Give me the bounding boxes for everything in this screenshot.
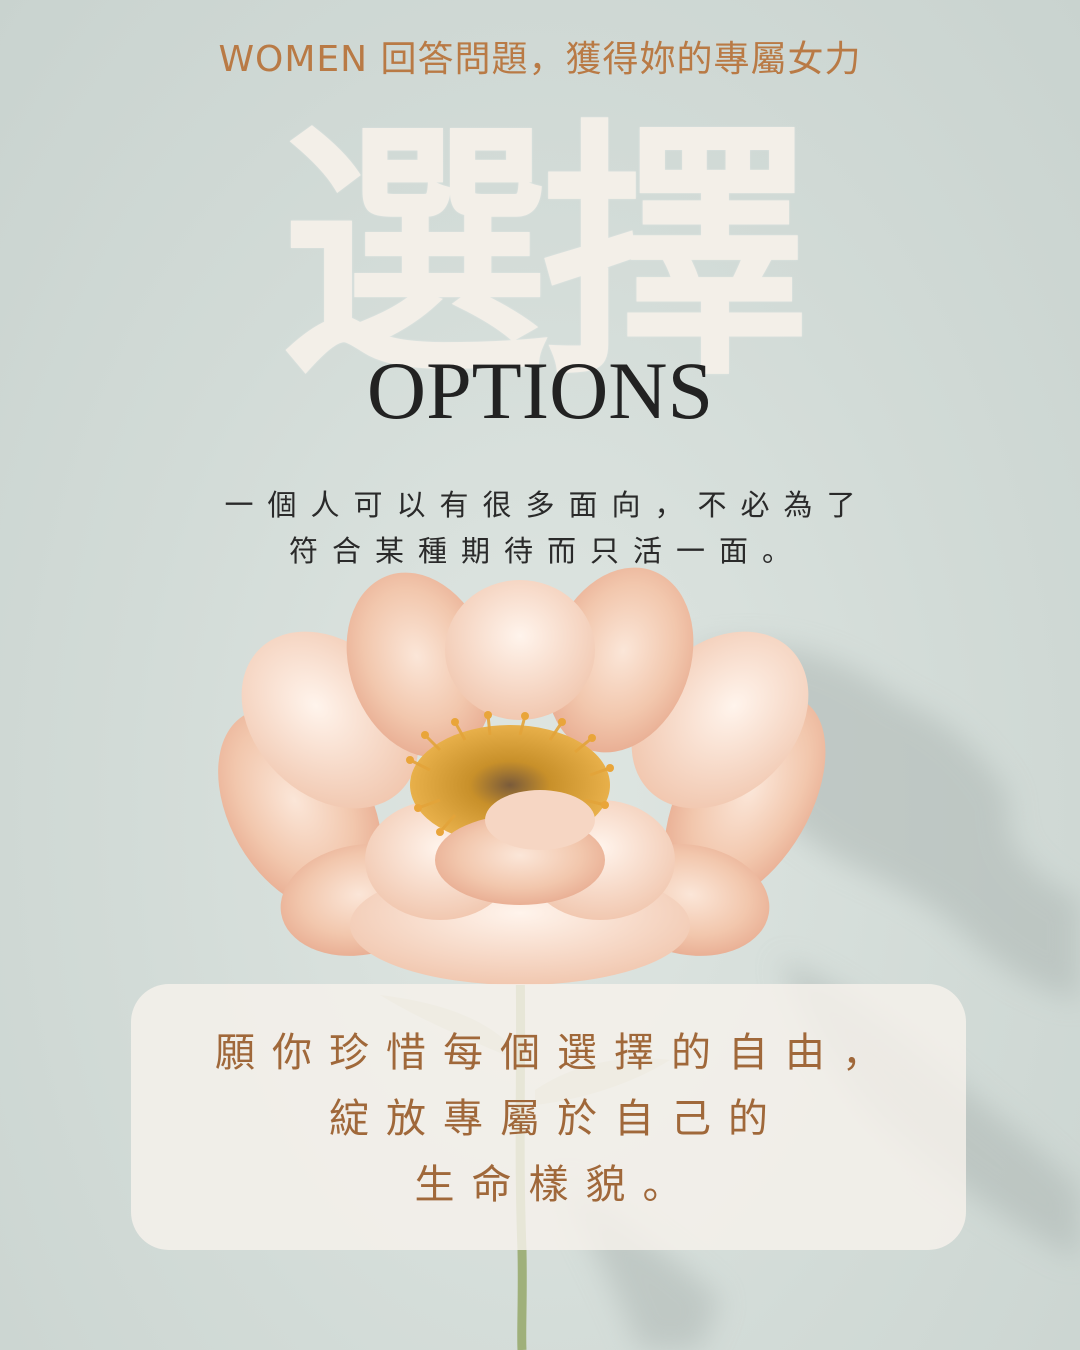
tagline: WOMEN 回答問題，獲得妳的專屬女力: [218, 39, 862, 80]
quote-line-1: 願你珍惜每個選擇的自由，: [215, 1030, 899, 1076]
quote-text: 願你珍惜每個選擇的自由， 綻放專屬於自己的 生命樣貌。: [131, 1020, 966, 1218]
subtitle: 一個人可以有很多面向，不必為了 符合某種期待而只活一面。: [0, 482, 1080, 574]
quote-line-3: 生命樣貌。: [414, 1162, 700, 1208]
title-chinese: 選擇: [280, 94, 810, 412]
quote-card: [131, 984, 966, 1250]
title-english: OPTIONS: [366, 345, 714, 436]
subtitle-line-2: 符合某種期待而只活一面。: [288, 534, 805, 568]
quote-line-2: 綻放專屬於自己的: [329, 1096, 785, 1142]
subtitle-line-1: 一個人可以有很多面向，不必為了: [224, 488, 870, 522]
